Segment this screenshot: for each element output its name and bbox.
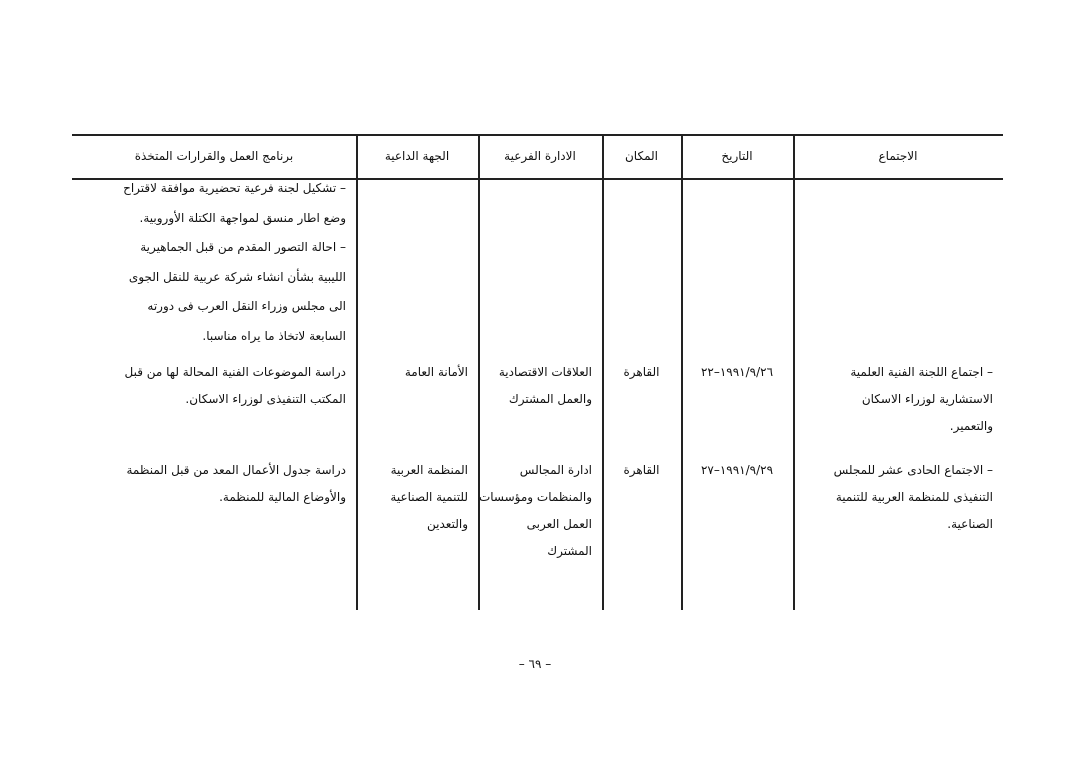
column-header: الجهة الداعية xyxy=(384,149,450,163)
admin-line: العمل العربى xyxy=(526,517,592,531)
column-rule xyxy=(602,134,604,610)
note-line: السابعة لاتخاذ ما يراه مناسبا. xyxy=(202,329,346,343)
meeting-line: – الاجتماع الحادى عشر للمجلس xyxy=(833,463,993,477)
admin-line: والمنظمات ومؤسسات xyxy=(478,490,592,504)
column-rule xyxy=(356,134,358,610)
column-header: التاريخ xyxy=(721,149,753,163)
party-line: الأمانة العامة xyxy=(404,365,468,379)
meeting-line: التنفيذى للمنظمة العربية للتنمية xyxy=(835,490,993,504)
column-rule xyxy=(793,134,795,610)
column-header: المكان xyxy=(624,149,659,163)
program-line: والأوضاع المالية للمنظمة. xyxy=(219,490,346,504)
program-line: دراسة الموضوعات الفنية المحالة لها من قب… xyxy=(124,365,346,379)
program-line: دراسة جدول الأعمال المعد من قبل المنظمة xyxy=(126,463,346,477)
admin-line: المشترك xyxy=(547,544,592,558)
admin-line: ادارة المجالس xyxy=(519,463,592,477)
party-line: المنظمة العربية xyxy=(390,463,468,477)
column-header: الادارة الفرعية xyxy=(504,149,576,163)
place: القاهرة xyxy=(623,463,660,477)
column-rule xyxy=(478,134,480,610)
meeting-line: والتعمير. xyxy=(949,419,993,433)
note-line: وضع اطار منسق لمواجهة الكتلة الأوروبية. xyxy=(139,210,346,225)
program-line: المكتب التنفيذى لوزراء الاسكان. xyxy=(185,392,346,406)
table-top-rule xyxy=(72,134,1003,136)
page-number: – ٦٩ – xyxy=(518,657,552,671)
place: القاهرة xyxy=(623,365,660,379)
date: ١٩٩١/٩/٢٩–٢٧ xyxy=(700,463,774,477)
note-line: الليبية بشأن انشاء شركة عربية للنقل الجو… xyxy=(128,269,346,284)
meeting-line: الاستشارية لوزراء الاسكان xyxy=(861,392,993,406)
column-header: الاجتماع xyxy=(878,149,918,163)
note-line: – احالة التصور المقدم من قبل الجماهيرية xyxy=(140,240,346,255)
admin-line: العلاقات الاقتصادية xyxy=(498,365,592,379)
party-line: للتنمية الصناعية xyxy=(390,490,468,504)
party-line: والتعدين xyxy=(427,517,468,531)
note-line: – تشكيل لجنة فرعية تحضيرية موافقة لاقترا… xyxy=(123,181,346,195)
meeting-line: الصناعية. xyxy=(947,517,993,531)
meeting-line: – اجتماع اللجنة الفنية العلمية xyxy=(850,365,993,379)
note-line: الى مجلس وزراء النقل العرب فى دورته xyxy=(147,299,346,314)
header-rule xyxy=(72,178,1003,180)
column-rule xyxy=(681,134,683,610)
date: ١٩٩١/٩/٢٦–٢٢ xyxy=(700,365,774,379)
admin-line: والعمل المشترك xyxy=(508,392,592,406)
column-header: برنامج العمل والقرارات المتخذة xyxy=(134,149,294,163)
